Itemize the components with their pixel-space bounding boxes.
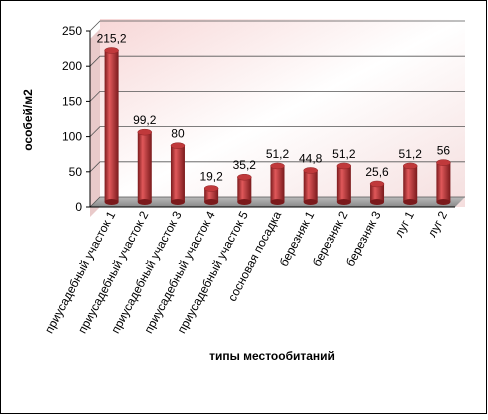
bar-base xyxy=(170,199,185,205)
value-label: 35,2 xyxy=(233,158,257,172)
grid-line xyxy=(89,126,465,137)
bar-top xyxy=(402,162,418,170)
bar-top xyxy=(137,128,153,136)
value-label: 215,2 xyxy=(97,31,127,45)
value-label: 56 xyxy=(437,144,451,158)
bar-base xyxy=(303,199,318,205)
bar-top xyxy=(336,162,352,170)
grid xyxy=(89,20,465,208)
bar-base xyxy=(370,199,385,205)
value-label: 44,8 xyxy=(299,151,323,165)
value-label: 25,6 xyxy=(365,165,389,179)
bar-top xyxy=(369,180,385,188)
bar xyxy=(204,188,219,202)
bar-base xyxy=(237,199,252,205)
bars xyxy=(104,47,451,205)
value-label: 80 xyxy=(171,127,185,141)
value-label: 51,2 xyxy=(332,147,356,161)
bar xyxy=(403,165,418,202)
bar-top xyxy=(436,159,451,166)
bar-base xyxy=(336,199,351,205)
value-label: 99,2 xyxy=(133,113,157,127)
grid-line xyxy=(89,20,465,32)
bar-base xyxy=(104,199,119,205)
bar-top xyxy=(104,47,119,54)
y-tick-label: 200 xyxy=(62,59,82,73)
grid-line xyxy=(89,91,465,102)
bar-top xyxy=(237,173,252,181)
bar-base xyxy=(436,199,451,205)
y-tick-label: 150 xyxy=(62,94,82,108)
value-label: 19,2 xyxy=(199,169,223,183)
x-axis-label: типы местообитаний xyxy=(209,349,335,363)
bar-base xyxy=(270,199,285,205)
y-tick-label: 100 xyxy=(62,130,82,144)
grid-line xyxy=(89,161,465,173)
bar-base xyxy=(204,199,219,205)
bar-top xyxy=(203,185,219,192)
bar xyxy=(336,165,351,202)
bar-base xyxy=(403,199,418,205)
y-tick-label: 0 xyxy=(75,200,82,214)
bar xyxy=(237,177,252,202)
y-tick-label: 250 xyxy=(62,24,82,38)
bar xyxy=(436,162,451,202)
value-label: 51,2 xyxy=(399,147,423,161)
bar-base xyxy=(137,199,152,205)
y-tick-label: 50 xyxy=(69,165,83,179)
bar xyxy=(303,170,318,202)
bar xyxy=(104,50,119,202)
value-label: 51,2 xyxy=(266,147,290,161)
bar xyxy=(137,132,152,202)
bar-top xyxy=(303,167,318,174)
bar xyxy=(170,145,185,202)
bar-top xyxy=(170,142,186,149)
bar xyxy=(370,183,385,202)
grid-line xyxy=(89,55,465,67)
bar-top xyxy=(270,162,285,170)
side-wall xyxy=(90,29,100,217)
bar xyxy=(270,165,285,202)
y-axis-label: особей/м2 xyxy=(21,89,35,151)
